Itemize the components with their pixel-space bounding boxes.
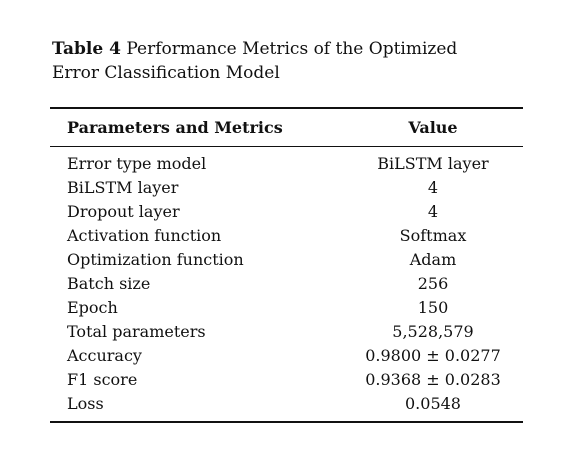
row-value: 5,528,579: [392, 322, 474, 341]
header-value: Value: [408, 118, 458, 137]
row-parameter: Epoch: [67, 298, 118, 317]
row-parameter: Accuracy: [67, 346, 142, 365]
caption-text-line1: Performance Metrics of the Optimized: [126, 39, 458, 59]
row-parameter: Total parameters: [67, 322, 206, 341]
row-value: Softmax: [399, 226, 467, 245]
table-row: Activation function Softmax: [50, 224, 523, 248]
row-value: 0.0548: [405, 394, 461, 413]
row-value: 150: [417, 298, 449, 317]
table-row: F1 score 0.9368 ± 0.0283: [50, 368, 523, 392]
row-value: 4: [427, 178, 439, 197]
table-row: BiLSTM layer 4: [50, 176, 523, 200]
row-parameter: Optimization function: [67, 250, 244, 269]
table-row: Batch size 256: [50, 272, 523, 296]
row-value: 256: [417, 274, 449, 293]
table-row: Epoch 150: [50, 296, 523, 320]
row-parameter: Loss: [67, 394, 104, 413]
table-header-rule: [50, 146, 523, 147]
table-body: Error type model BiLSTM layer BiLSTM lay…: [50, 152, 523, 416]
row-value: 0.9800 ± 0.0277: [365, 346, 501, 365]
caption-text-line2: Error Classification Model: [52, 63, 280, 83]
table-row: Error type model BiLSTM layer: [50, 152, 523, 176]
table-row: Dropout layer 4: [50, 200, 523, 224]
header-parameters: Parameters and Metrics: [67, 118, 283, 137]
row-parameter: F1 score: [67, 370, 138, 389]
row-parameter: Dropout layer: [67, 202, 180, 221]
row-parameter: Activation function: [67, 226, 222, 245]
row-value: 0.9368 ± 0.0283: [365, 370, 501, 389]
table-row: Accuracy 0.9800 ± 0.0277: [50, 344, 523, 368]
row-parameter: Error type model: [67, 154, 207, 173]
table-label: Table 4: [52, 39, 121, 59]
table-row: Optimization function Adam: [50, 248, 523, 272]
row-value: Adam: [409, 250, 457, 269]
row-value: 4: [427, 202, 439, 221]
table-row: Total parameters 5,528,579: [50, 320, 523, 344]
table-top-rule: [50, 107, 523, 109]
table-bottom-rule: [50, 421, 523, 423]
row-value: BiLSTM layer: [377, 154, 489, 173]
table-row: Loss 0.0548: [50, 392, 523, 416]
table-caption: Table 4 Performance Metrics of the Optim…: [52, 37, 522, 85]
row-parameter: BiLSTM layer: [67, 178, 179, 197]
row-parameter: Batch size: [67, 274, 151, 293]
